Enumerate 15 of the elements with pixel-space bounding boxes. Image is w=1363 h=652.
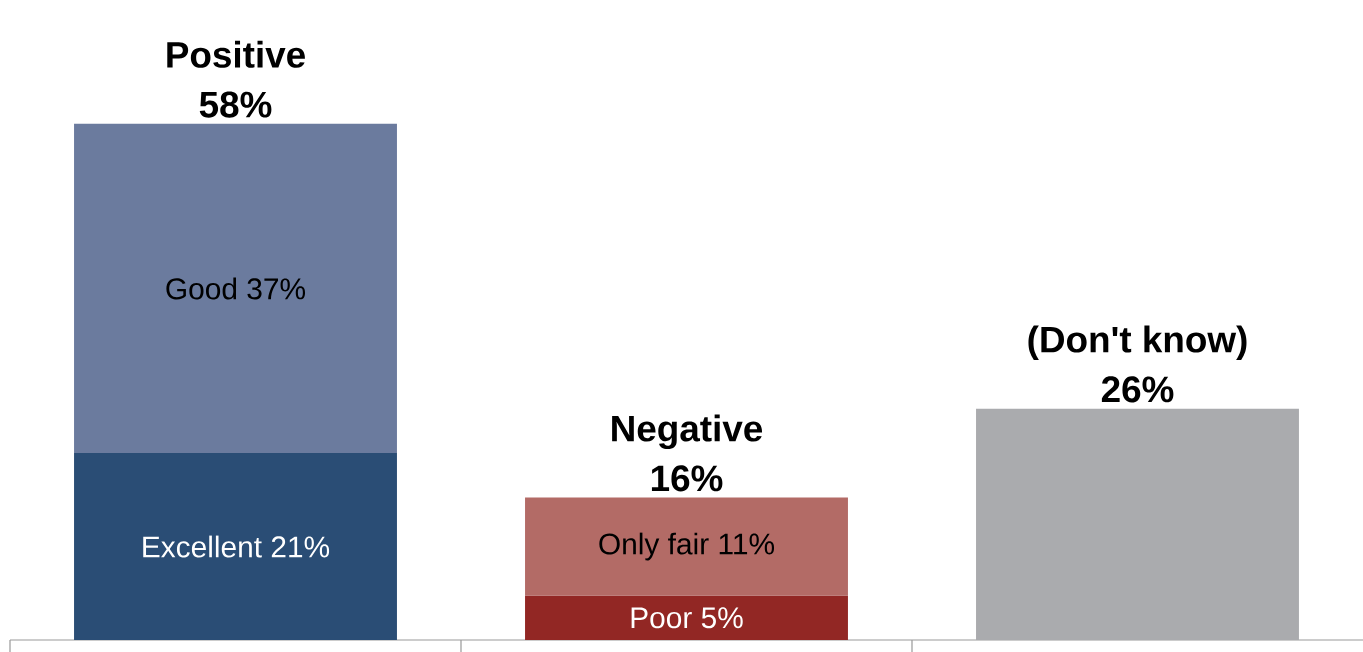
total-label: 26% [1101, 376, 1174, 403]
bar [525, 497, 848, 596]
bar [74, 453, 397, 640]
data-label: Good 37% [166, 277, 306, 300]
bar [976, 408, 1299, 640]
total-label: 58% [199, 91, 272, 118]
data-label: Excellent 21% [143, 535, 330, 558]
total-label: 16% [651, 465, 723, 492]
x-tick-label: Positive [167, 40, 305, 68]
bar [525, 595, 848, 640]
data-label: Poor 5% [631, 607, 743, 629]
x-tick-label: Negative [612, 414, 763, 450]
bar [74, 123, 397, 454]
x-tick-label: (Don't know) [1028, 325, 1247, 360]
data-label: Only fair 11% [599, 532, 775, 561]
